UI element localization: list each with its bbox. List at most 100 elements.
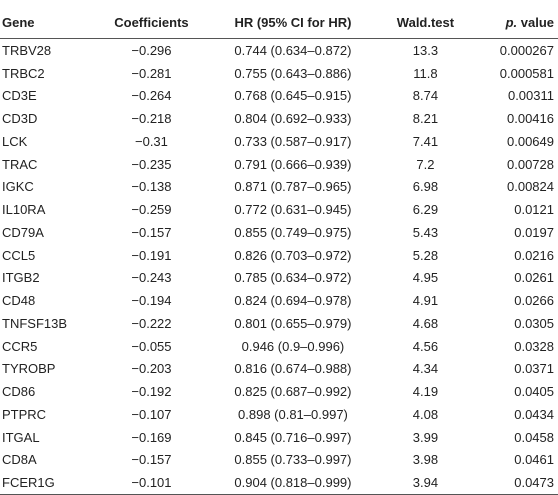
cell-coefficient: −0.107	[131, 406, 172, 422]
cell-p-value: 0.000267	[499, 42, 554, 58]
cell-p-value: 0.0261	[514, 270, 554, 286]
cell-gene: TRAC	[2, 156, 38, 172]
cell-coefficient: −0.222	[131, 315, 172, 331]
cell-p-value: 0.00824	[507, 179, 554, 195]
cell-hr: 0.804 (0.692–0.933)	[234, 111, 352, 127]
table-row: CD79A −0.157 0.855 (0.749–0.975) 5.43 0.0197	[0, 221, 558, 244]
table-row: CD8A −0.157 0.855 (0.733–0.997) 3.98 0.0461	[0, 449, 558, 472]
cell-hr: 0.744 (0.634–0.872)	[234, 42, 352, 58]
cell-wald-test: 8.74	[412, 88, 439, 104]
cell-gene: TYROBP	[2, 361, 56, 377]
cell-coefficient: −0.203	[131, 361, 172, 377]
cell-wald-test: 6.29	[412, 202, 439, 218]
cell-hr: 0.785 (0.634–0.972)	[234, 270, 352, 286]
cell-coefficient: −0.055	[131, 338, 172, 354]
cell-p-value: 0.0121	[514, 202, 554, 218]
cell-coefficient: −0.243	[131, 270, 172, 286]
cell-gene: IL10RA	[2, 202, 46, 218]
cell-hr: 0.871 (0.787–0.965)	[234, 179, 352, 195]
table-row: IL10RA −0.259 0.772 (0.631–0.945) 6.29 0.012…	[0, 198, 558, 221]
header-hr: HR (95% CI for HR)	[205, 6, 381, 39]
cell-hr: 0.824 (0.694–0.978)	[234, 293, 352, 309]
cell-coefficient: −0.296	[131, 42, 172, 58]
table-row: TRBV28 −0.296 0.744 (0.634–0.872) 13.3 0.000…	[0, 39, 558, 62]
cell-gene: CCR5	[2, 338, 38, 354]
cell-hr: 0.845 (0.716–0.997)	[234, 429, 352, 445]
cell-wald-test: 4.08	[412, 406, 439, 422]
table-row: ITGAL −0.169 0.845 (0.716–0.997) 3.99 0.0458	[0, 426, 558, 449]
cell-hr: 0.825 (0.687–0.992)	[234, 384, 352, 400]
header-gene: Gene	[0, 6, 98, 39]
cell-wald-test: 3.98	[412, 452, 439, 468]
cell-wald-test: 5.43	[412, 224, 439, 240]
cell-hr: 0.816 (0.674–0.988)	[234, 361, 352, 377]
cell-hr: 0.791 (0.666–0.939)	[234, 156, 352, 172]
cell-gene: CD3D	[2, 111, 38, 127]
cell-coefficient: −0.101	[97, 471, 206, 495]
header-p-italic: p.	[505, 14, 518, 30]
cell-wald-test: 4.56	[412, 338, 439, 354]
cell-p-value: 0.000581	[499, 65, 554, 81]
cell-p-value: 0.0473	[470, 471, 558, 495]
cell-gene: CD79A	[2, 224, 44, 240]
cell-gene: CD3E	[2, 88, 37, 104]
table-row: CCR5 −0.055 0.946 (0.9–0.996) 4.56 0.0328	[0, 335, 558, 358]
cell-p-value: 0.00311	[507, 88, 554, 104]
cell-wald-test: 11.8	[413, 65, 438, 81]
header-p-value: p. value	[470, 6, 558, 39]
cell-p-value: 0.00416	[507, 111, 554, 127]
cell-gene: PTPRC	[2, 406, 47, 422]
cell-hr: 0.826 (0.703–0.972)	[234, 247, 352, 263]
cell-hr: 0.768 (0.645–0.915)	[234, 88, 352, 104]
cell-gene: CD86	[2, 384, 36, 400]
cell-p-value: 0.0405	[514, 384, 554, 400]
cell-coefficient: −0.169	[131, 429, 172, 445]
cell-coefficient: −0.218	[131, 111, 172, 127]
cell-p-value: 0.0266	[514, 293, 554, 309]
cell-hr: 0.946 (0.9–0.996)	[241, 338, 345, 354]
cell-coefficient: −0.191	[131, 247, 172, 263]
cell-gene: IGKC	[2, 179, 34, 195]
cell-p-value: 0.00649	[507, 133, 554, 149]
header-coefficients: Coefficients	[97, 6, 206, 39]
cell-coefficient: −0.192	[131, 384, 172, 400]
cell-gene: CD8A	[2, 452, 37, 468]
cell-wald-test: 3.99	[412, 429, 439, 445]
cell-coefficient: −0.259	[131, 202, 172, 218]
cell-p-value: 0.0305	[514, 315, 554, 331]
cell-wald-test: 4.34	[412, 361, 439, 377]
cell-coefficient: −0.157	[131, 452, 172, 468]
cell-p-value: 0.0434	[514, 406, 554, 422]
table-row: TNFSF13B −0.222 0.801 (0.655–0.979) 4.68 0.0…	[0, 312, 558, 335]
cell-wald-test: 4.19	[412, 384, 439, 400]
cell-wald-test: 4.91	[412, 293, 439, 309]
cell-gene: ITGB2	[2, 270, 40, 286]
cell-hr: 0.801 (0.655–0.979)	[234, 315, 352, 331]
cell-p-value: 0.0328	[514, 338, 554, 354]
cell-gene: ITGAL	[2, 429, 40, 445]
table-row: PTPRC −0.107 0.898 (0.81–0.997) 4.08 0.0434	[0, 403, 558, 426]
cell-wald-test: 7.41	[412, 133, 439, 149]
cell-coefficient: −0.157	[131, 224, 172, 240]
cell-gene: CD48	[2, 293, 36, 309]
cell-coefficient: −0.264	[131, 88, 172, 104]
cell-gene: LCK	[2, 133, 28, 149]
cell-hr: 0.855 (0.749–0.975)	[234, 224, 352, 240]
cell-wald-test: 8.21	[412, 111, 439, 127]
table-row: ITGB2 −0.243 0.785 (0.634–0.972) 4.95 0.0261	[0, 267, 558, 290]
table-row: CD3D −0.218 0.804 (0.692–0.933) 8.21 0.00416	[0, 107, 558, 130]
table-row: CCL5 −0.191 0.826 (0.703–0.972) 5.28 0.0216	[0, 244, 558, 267]
header-row: Gene Coefficients HR (95% CI for HR) Wal…	[0, 6, 558, 39]
cell-coefficient: −0.235	[131, 156, 172, 172]
table-row: CD48 −0.194 0.824 (0.694–0.978) 4.91 0.0266	[0, 289, 558, 312]
cell-wald-test: 5.28	[412, 247, 439, 263]
cell-gene: FCER1G	[0, 471, 98, 495]
table-header: Gene Coefficients HR (95% CI for HR) Wal…	[0, 6, 558, 39]
cell-hr: 0.898 (0.81–0.997)	[238, 406, 348, 422]
table-row: TRAC −0.235 0.791 (0.666–0.939) 7.2 0.00728	[0, 153, 558, 176]
table-row: CD3E −0.264 0.768 (0.645–0.915) 8.74 0.00311	[0, 85, 558, 108]
header-wald-test: Wald.test	[380, 6, 471, 39]
cell-gene: TRBV28	[2, 42, 52, 58]
table-body: TRBV28 −0.296 0.744 (0.634–0.872) 13.3 0.000…	[0, 39, 558, 495]
